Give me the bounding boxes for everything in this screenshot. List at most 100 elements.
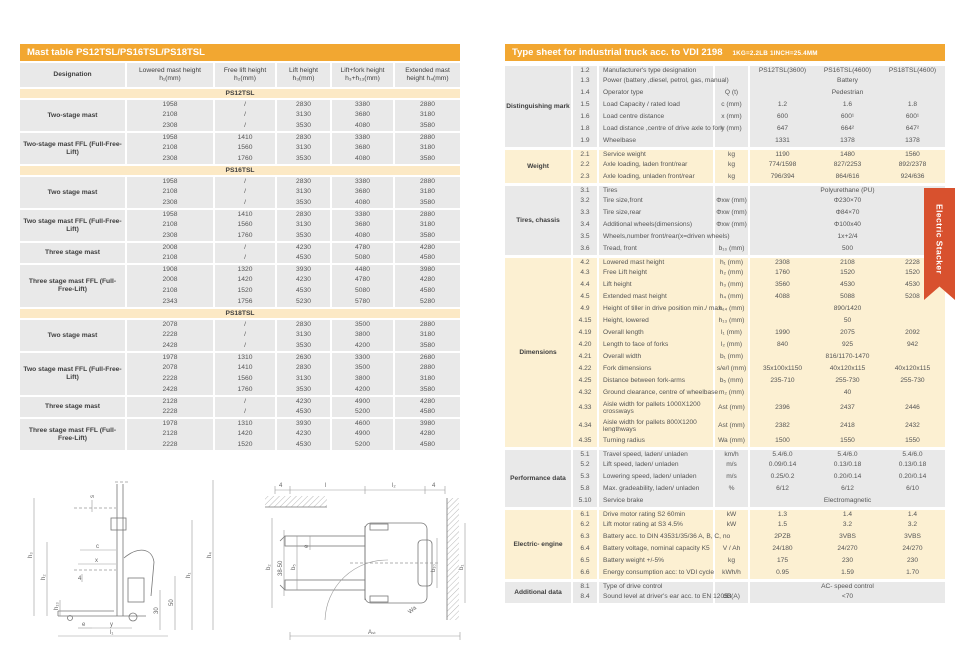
spec-unit: Q (t) [715, 87, 750, 99]
spec-row-number: 8.1 [573, 579, 599, 591]
spec-span-value: 1x+2/4 [750, 231, 945, 243]
dim-label-ast: Aₛₜ [368, 630, 376, 636]
spec-value-cell: 5088 [815, 291, 880, 303]
mast-value-cell: 3580 [395, 384, 460, 395]
spec-row-number: 4.4 [573, 279, 599, 291]
mast-value-cell: 2880 [395, 318, 460, 329]
mast-value-cell: 3130 [277, 142, 332, 153]
mast-value-cell: 5200 [332, 439, 395, 450]
spec-value-cell: 1.4 [880, 507, 945, 519]
dim-label-4: 4 [78, 576, 82, 582]
spec-unit: m/s [715, 459, 750, 471]
spec-data-row: Performance data 5.1 Travel speed, laden/ … [505, 447, 945, 507]
spec-value-cell: 1550 [815, 435, 880, 447]
mast-value-cell: 2343 [127, 296, 215, 307]
spec-span-value: Polyurethane (PU) [750, 183, 945, 195]
spec-value-cell: 0.13/0.18 [880, 459, 945, 471]
mast-value-cell: 2880 [395, 175, 460, 186]
spec-data-row: 3.2 Tire size,front Φxw (mm) Φ230×70 [505, 195, 945, 207]
mast-value-cell: 2228 [127, 329, 215, 340]
spec-row-number: 2.2 [573, 159, 599, 171]
mast-value-cell: / [215, 395, 277, 406]
mast-designation-cell: Two-stage mast FFL (Full-Free-Lift) [20, 131, 127, 164]
spec-value-cell: 2308 [750, 255, 815, 267]
mast-value-cell: 2228 [127, 439, 215, 450]
mast-value-cell: 1978 [127, 351, 215, 362]
mast-value-cell: 5280 [395, 296, 460, 307]
spec-description: Aisle width for pallets 1000X1200 crossw… [599, 399, 715, 417]
mast-data-row: 2428 1760 3530 4200 3580 [20, 384, 460, 395]
spec-value-cell: 24/270 [815, 543, 880, 555]
spec-value-cell: 3.2 [880, 519, 945, 531]
dim-label-38-50: 38-50 [278, 560, 284, 576]
spec-value-cell: 1.70 [880, 567, 945, 579]
spec-value-cell: 35x100x1150 [750, 363, 815, 375]
spec-description: Free Lift height [599, 267, 715, 279]
spec-value-cell: 255-730 [815, 375, 880, 387]
mast-value-cell: 1420 [215, 428, 277, 439]
mast-data-row: 2308/3530 4080 3580 [20, 197, 460, 208]
mast-data-row: Three stage mast FFL (Full-Free-Lift) 197… [20, 417, 460, 450]
mast-value-cell: 4230 [277, 241, 332, 252]
mast-value-cell: 3530 [277, 384, 332, 395]
spec-description: Manufacturer's type designation [599, 63, 715, 75]
spec-unit: l₂ (mm) [715, 339, 750, 351]
dim-label-h3: h₃ [28, 552, 34, 558]
mast-value-cell: 3130 [277, 219, 332, 230]
spec-value-cell: 6/12 [815, 483, 880, 495]
type-sheet-unit-note: 1KG=2.2LB 1INCH=25.4MM [732, 50, 818, 57]
mast-value-cell: 4230 [277, 395, 332, 406]
mast-value-cell: 3800 [332, 329, 395, 340]
mast-value-cell: 1320 [215, 263, 277, 274]
spec-row-number: 6.1 [573, 507, 599, 519]
mast-column-header: Lowered mast height h₁(mm) [127, 63, 215, 87]
spec-row-number: 4.15 [573, 315, 599, 327]
mast-value-cell: 3380 [332, 175, 395, 186]
mast-value-cell: 2128 [127, 428, 215, 439]
spec-row-number: 4.22 [573, 363, 599, 375]
spec-value-cell: 2418 [815, 417, 880, 435]
mast-value-cell: 3580 [395, 197, 460, 208]
spec-value-cell: 1.3 [750, 507, 815, 519]
mast-data-row: Three stage mast FFL (Full-Free-Lift) 190… [20, 263, 460, 307]
spec-description: Wheelbase [599, 135, 715, 147]
mast-value-cell: 3680 [332, 219, 395, 230]
spec-description: Service weight [599, 147, 715, 159]
mast-designation-cell: Two stage mast [20, 175, 127, 208]
spec-table: Distinguishing mark 1.2 Manufacturer's typ… [505, 63, 945, 603]
spec-value-cell: 0.25/0.2 [750, 471, 815, 483]
spec-value-cell: 2437 [815, 399, 880, 417]
spec-value-cell: 1550 [880, 435, 945, 447]
spec-row-number: 4.21 [573, 351, 599, 363]
mast-value-cell: 4530 [277, 439, 332, 450]
dimension-diagrams: s h₃ h₂ h₁₃ c x 4 e y l₁ h₄ h₁ 50 30 [20, 478, 480, 648]
spec-data-row: 4.34 Aisle width for pallets 800X1200 len… [505, 417, 945, 435]
spec-span-value: 50 [750, 315, 945, 327]
spec-data-row: Additional data 8.1 Type of drive control A… [505, 579, 945, 603]
mast-value-cell: 3680 [332, 186, 395, 197]
mast-value-cell: / [215, 406, 277, 417]
spec-description: Operator type [599, 87, 715, 99]
mast-value-cell: 4200 [332, 384, 395, 395]
spec-row-number: 6.3 [573, 531, 599, 543]
spec-row-number: 3.2 [573, 195, 599, 207]
mast-table-title-bar: Mast table PS12TSL/PS16TSL/PS18TSL [20, 44, 460, 61]
spec-unit: km/h [715, 447, 750, 459]
spec-description: Lowered mast height [599, 255, 715, 267]
spec-unit: Φxw (mm) [715, 219, 750, 231]
spec-value-cell: PS18TSL(4600) [880, 63, 945, 75]
spec-value-cell: 2092 [880, 327, 945, 339]
mast-value-cell: / [215, 186, 277, 197]
mast-value-cell: 1410 [215, 208, 277, 219]
mast-value-cell: 2108 [127, 285, 215, 296]
spec-unit: Φxw (mm) [715, 195, 750, 207]
mast-value-cell: 4530 [277, 406, 332, 417]
dim-label-b1: b₁ [459, 565, 465, 570]
spec-value-cell: 40x120x115 [880, 363, 945, 375]
mast-value-cell: 3380 [332, 131, 395, 142]
mast-value-cell: 3800 [332, 373, 395, 384]
mast-model-band: PS16TSL [20, 164, 460, 175]
mast-value-cell: 1958 [127, 131, 215, 142]
mast-value-cell: 4580 [395, 439, 460, 450]
mast-value-cell: 3130 [277, 186, 332, 197]
